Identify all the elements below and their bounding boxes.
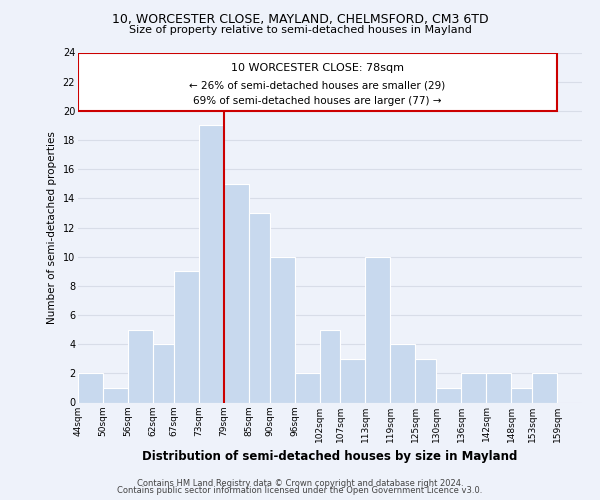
Bar (511, 388, 532, 402)
Y-axis label: Number of semi-detached properties: Number of semi-detached properties (47, 131, 57, 324)
Text: Contains HM Land Registry data © Crown copyright and database right 2024.: Contains HM Land Registry data © Crown c… (137, 478, 463, 488)
FancyBboxPatch shape (78, 52, 557, 111)
Bar (103, 388, 128, 402)
Bar (415, 358, 436, 403)
Bar (486, 374, 511, 402)
X-axis label: Distribution of semi-detached houses by size in Mayland: Distribution of semi-detached houses by … (142, 450, 518, 463)
Bar (174, 271, 199, 402)
Bar (128, 330, 153, 402)
Bar (320, 330, 340, 402)
Bar (295, 374, 320, 402)
Bar (78, 374, 103, 402)
Text: 69% of semi-detached houses are larger (77) →: 69% of semi-detached houses are larger (… (193, 96, 442, 106)
Text: 10, WORCESTER CLOSE, MAYLAND, CHELMSFORD, CM3 6TD: 10, WORCESTER CLOSE, MAYLAND, CHELMSFORD… (112, 12, 488, 26)
Bar (249, 213, 269, 402)
Bar (436, 388, 461, 402)
Bar (340, 358, 365, 403)
Bar (532, 374, 557, 402)
Text: Size of property relative to semi-detached houses in Mayland: Size of property relative to semi-detach… (128, 25, 472, 35)
Text: Contains public sector information licensed under the Open Government Licence v3: Contains public sector information licen… (118, 486, 482, 495)
Bar (461, 374, 486, 402)
Bar (224, 184, 249, 402)
Bar (269, 256, 295, 402)
Bar (199, 126, 224, 402)
Text: ← 26% of semi-detached houses are smaller (29): ← 26% of semi-detached houses are smalle… (190, 80, 446, 90)
Bar (153, 344, 174, 403)
Text: 10 WORCESTER CLOSE: 78sqm: 10 WORCESTER CLOSE: 78sqm (231, 62, 404, 72)
Bar (391, 344, 415, 403)
Bar (365, 256, 391, 402)
